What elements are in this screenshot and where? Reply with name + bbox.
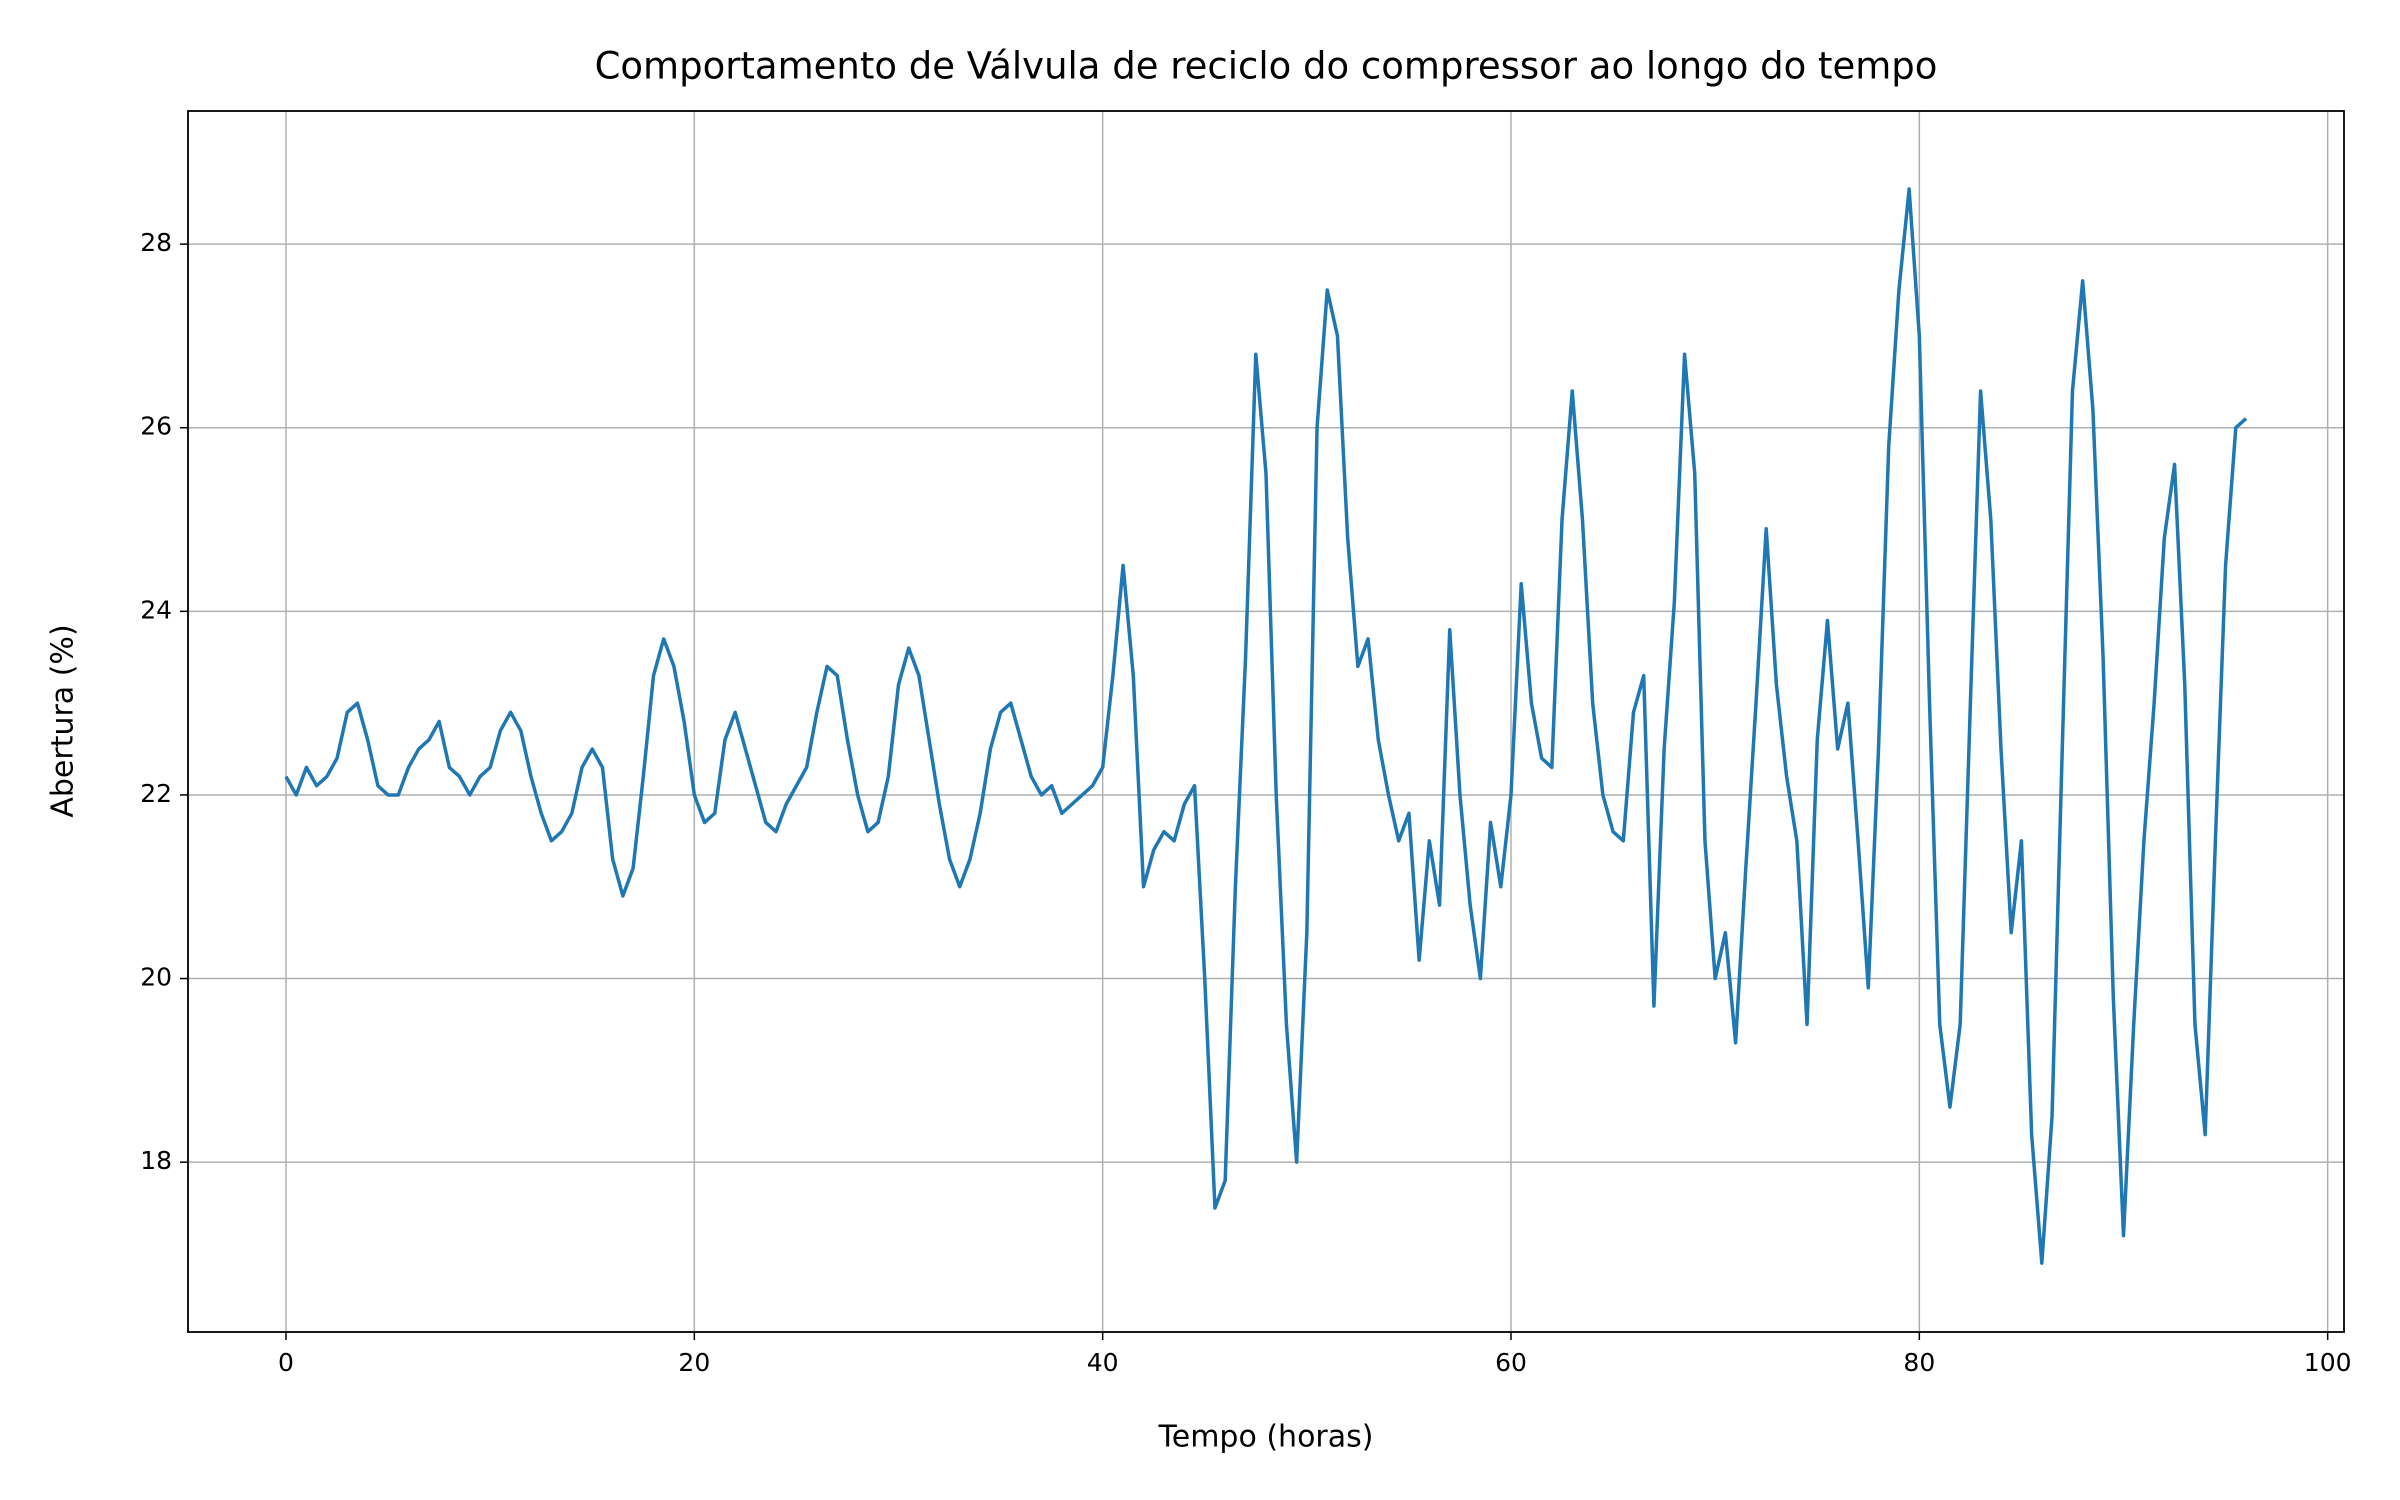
y-tick-label: 20 bbox=[140, 963, 172, 992]
x-tick-label: 0 bbox=[278, 1348, 294, 1377]
x-tick-label: 100 bbox=[2304, 1348, 2352, 1377]
x-tick-label: 40 bbox=[1087, 1348, 1119, 1377]
x-tick-label: 20 bbox=[678, 1348, 710, 1377]
data-line bbox=[284, 187, 2248, 1265]
y-tick-label: 24 bbox=[140, 595, 172, 624]
x-tick-label: 80 bbox=[1903, 1348, 1935, 1377]
y-tick-label: 26 bbox=[140, 412, 172, 441]
y-tick-label: 18 bbox=[140, 1146, 172, 1175]
plot-frame bbox=[187, 110, 2345, 1333]
x-axis-label: Tempo (horas) bbox=[1158, 1420, 1374, 1455]
chart-title: Comportamento de Válvula de reciclo do c… bbox=[595, 45, 1938, 88]
y-tick-label: 28 bbox=[140, 228, 172, 257]
y-tick-label: 22 bbox=[140, 779, 172, 808]
y-axis-label: Abertura (%) bbox=[46, 624, 81, 817]
x-tick-label: 60 bbox=[1495, 1348, 1527, 1377]
